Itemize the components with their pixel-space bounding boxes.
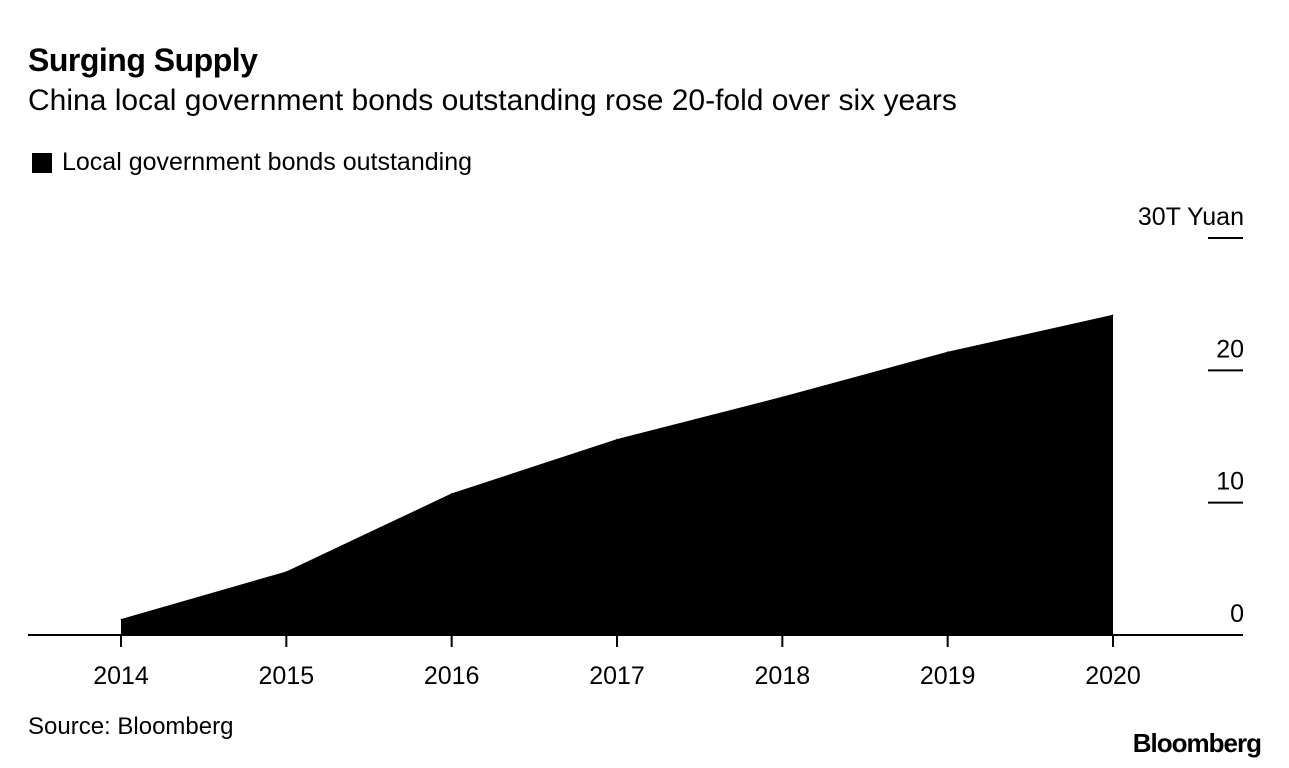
x-tick-label: 2016 [424, 662, 480, 690]
chart-subtitle: China local government bonds outstanding… [28, 84, 957, 117]
data-point-2017 [616, 438, 618, 440]
x-tick-label: 2017 [589, 662, 645, 690]
source-note: Source: Bloomberg [28, 713, 234, 740]
data-point-2015 [285, 570, 287, 572]
x-tick-label: 2018 [755, 662, 811, 690]
x-tick-label: 2019 [920, 662, 976, 690]
legend: Local government bonds outstanding [32, 148, 472, 177]
legend-swatch [32, 152, 52, 173]
y-tick-label: 10 [1216, 468, 1244, 496]
area-series [121, 314, 1113, 635]
data-point-2020 [1112, 314, 1114, 316]
y-tick-label: 20 [1216, 335, 1244, 363]
data-point-2019 [947, 351, 949, 353]
y-tick-label: 0 [1230, 600, 1244, 628]
x-tick-label: 2020 [1085, 662, 1141, 690]
legend-label: Local government bonds outstanding [62, 148, 473, 176]
x-tick-label: 2015 [259, 662, 315, 690]
y-tick-label: 30T Yuan [1138, 203, 1244, 231]
bloomberg-logo: Bloomberg [1132, 728, 1262, 758]
data-point-2016 [451, 492, 453, 494]
chart-title: Surging Supply [28, 42, 258, 78]
x-tick-label: 2014 [93, 662, 149, 690]
data-point-2014 [120, 618, 122, 620]
data-point-2018 [781, 396, 783, 398]
